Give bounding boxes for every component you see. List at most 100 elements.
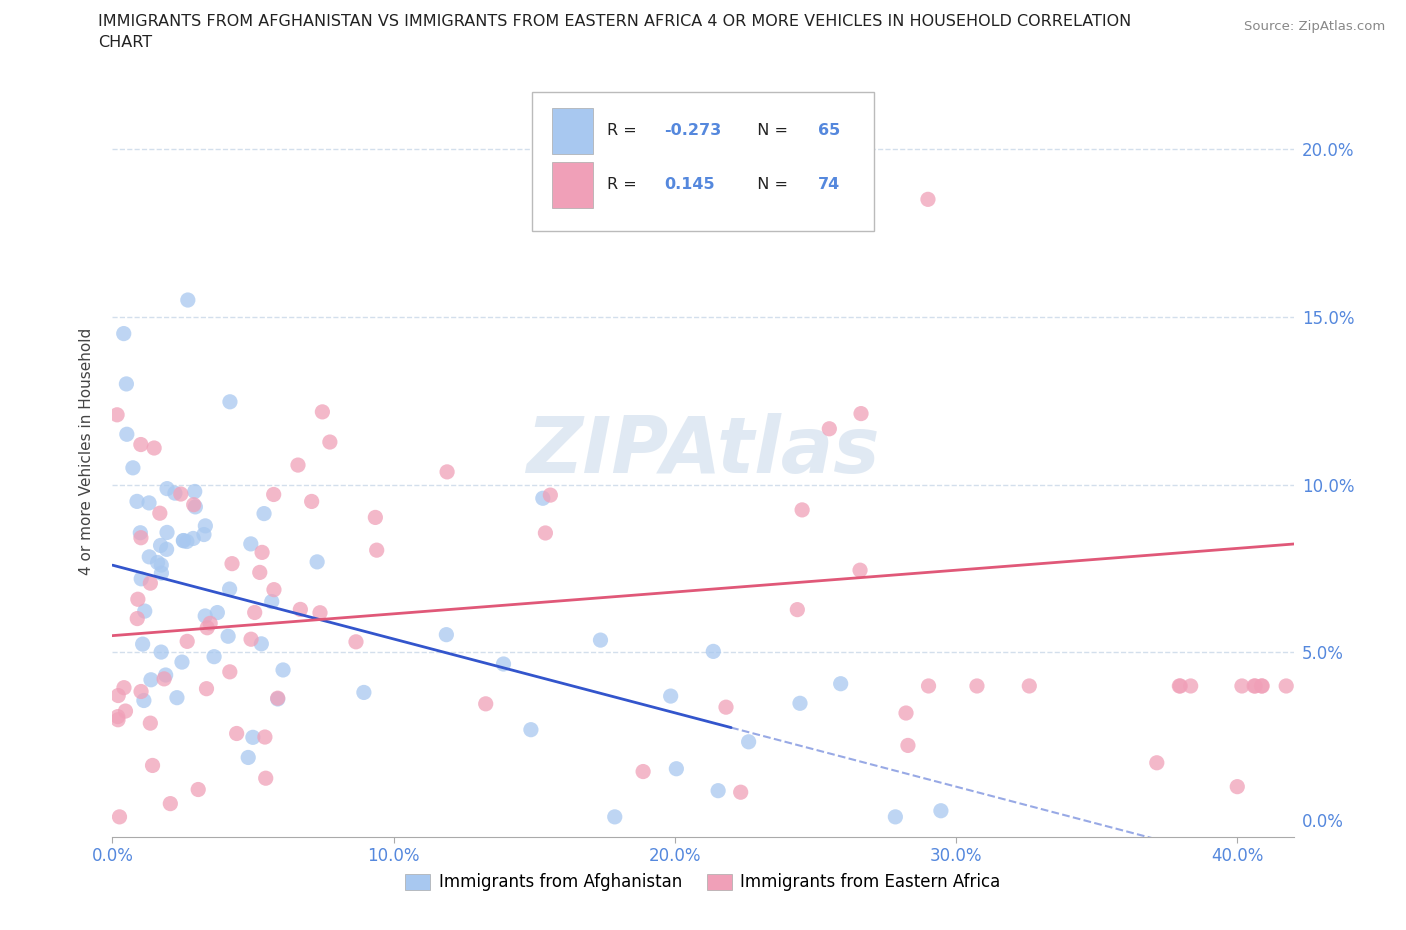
Point bbox=[139, 672, 162, 687]
Point bbox=[538, 487, 561, 502]
Point bbox=[249, 565, 271, 579]
Point bbox=[149, 506, 172, 521]
Point bbox=[115, 377, 138, 392]
Text: -0.273: -0.273 bbox=[664, 123, 721, 139]
Point bbox=[917, 192, 939, 206]
Point bbox=[253, 730, 276, 745]
Point bbox=[263, 582, 285, 597]
Point bbox=[707, 783, 730, 798]
Point bbox=[114, 704, 136, 719]
Text: N =: N = bbox=[747, 178, 793, 193]
Point bbox=[1244, 679, 1267, 694]
Point bbox=[737, 735, 759, 750]
Point bbox=[250, 545, 273, 560]
Point bbox=[492, 657, 515, 671]
Text: IMMIGRANTS FROM AFGHANISTAN VS IMMIGRANTS FROM EASTERN AFRICA 4 OR MORE VEHICLES: IMMIGRANTS FROM AFGHANISTAN VS IMMIGRANT… bbox=[98, 14, 1132, 29]
Point bbox=[112, 680, 135, 695]
Point bbox=[239, 537, 262, 551]
Legend: Immigrants from Afghanistan, Immigrants from Eastern Africa: Immigrants from Afghanistan, Immigrants … bbox=[399, 867, 1007, 898]
Point bbox=[366, 543, 388, 558]
Point bbox=[849, 406, 872, 421]
Point bbox=[436, 464, 458, 479]
Y-axis label: 4 or more Vehicles in Household: 4 or more Vehicles in Household bbox=[79, 327, 94, 575]
Point bbox=[184, 499, 207, 514]
Point bbox=[263, 487, 285, 502]
Point bbox=[1180, 679, 1202, 694]
Point bbox=[631, 764, 654, 779]
Point bbox=[1168, 679, 1191, 694]
Point bbox=[218, 581, 240, 596]
Point bbox=[176, 634, 198, 649]
FancyBboxPatch shape bbox=[531, 92, 875, 231]
Point bbox=[219, 394, 242, 409]
Text: ZIPAtlas: ZIPAtlas bbox=[526, 413, 880, 489]
Text: CHART: CHART bbox=[98, 35, 152, 50]
Point bbox=[301, 494, 323, 509]
Point bbox=[287, 458, 309, 472]
Text: R =: R = bbox=[607, 178, 647, 193]
Point bbox=[238, 750, 260, 764]
Point bbox=[929, 804, 952, 818]
Point bbox=[364, 510, 387, 525]
Point bbox=[221, 556, 243, 571]
Point bbox=[127, 611, 149, 626]
Point bbox=[1018, 679, 1040, 694]
Point bbox=[143, 441, 166, 456]
Point bbox=[250, 636, 273, 651]
Point bbox=[172, 533, 194, 548]
Point bbox=[194, 518, 217, 533]
Point bbox=[659, 688, 682, 703]
Point bbox=[242, 730, 264, 745]
Point bbox=[195, 682, 218, 697]
Point bbox=[129, 530, 152, 545]
Point bbox=[884, 809, 907, 824]
Point bbox=[254, 771, 277, 786]
Point bbox=[194, 608, 217, 623]
Point bbox=[917, 679, 939, 694]
Point bbox=[267, 692, 290, 707]
Point bbox=[790, 502, 813, 517]
Point bbox=[163, 485, 186, 500]
Point bbox=[849, 563, 872, 578]
Point bbox=[149, 538, 172, 553]
Point bbox=[309, 605, 332, 620]
Point bbox=[138, 496, 160, 511]
Point bbox=[115, 427, 138, 442]
Point bbox=[170, 655, 193, 670]
Point bbox=[132, 693, 155, 708]
Point bbox=[146, 555, 169, 570]
Point bbox=[127, 591, 149, 606]
Point bbox=[177, 293, 200, 308]
Point bbox=[153, 671, 176, 686]
Point bbox=[319, 434, 342, 449]
Point bbox=[830, 676, 852, 691]
Point bbox=[156, 481, 179, 496]
Point bbox=[217, 629, 239, 644]
Point bbox=[1275, 679, 1298, 694]
Point bbox=[1230, 679, 1253, 694]
Text: 0.145: 0.145 bbox=[664, 178, 714, 193]
Point bbox=[207, 605, 229, 620]
Point bbox=[520, 723, 543, 737]
Point bbox=[183, 498, 205, 512]
Point bbox=[155, 542, 177, 557]
Point bbox=[202, 649, 225, 664]
Point bbox=[1250, 679, 1272, 694]
Point bbox=[218, 664, 240, 679]
Point bbox=[1243, 679, 1265, 694]
Point bbox=[134, 604, 156, 618]
Point bbox=[107, 688, 129, 703]
Point bbox=[344, 634, 367, 649]
Point bbox=[187, 782, 209, 797]
Point bbox=[818, 421, 841, 436]
Point bbox=[166, 690, 188, 705]
Point bbox=[1226, 779, 1249, 794]
Point bbox=[271, 662, 294, 677]
Point bbox=[156, 525, 179, 540]
Point bbox=[150, 558, 173, 573]
Point bbox=[434, 627, 457, 642]
Bar bbox=[551, 108, 593, 153]
Point bbox=[789, 696, 811, 711]
Point bbox=[183, 484, 205, 498]
Point bbox=[225, 726, 247, 741]
